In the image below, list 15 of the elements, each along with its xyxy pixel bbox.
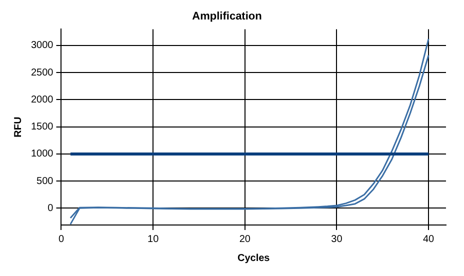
y-tick-label: 1500	[30, 122, 54, 133]
y-tick-label: 2500	[30, 67, 54, 78]
y-axis-title: RFU	[12, 116, 24, 138]
y-tick-label: 500	[36, 176, 54, 187]
x-tick-label: 10	[148, 234, 160, 245]
y-tick-label: 2000	[30, 94, 54, 106]
x-axis-title: Cycles	[238, 252, 270, 264]
y-tick-label: 0	[48, 202, 54, 214]
x-tick-label: 40	[422, 234, 435, 245]
chart-title: Amplification	[192, 10, 262, 23]
x-tick-label: 20	[239, 234, 251, 245]
y-tick-label: 1000	[30, 148, 54, 160]
x-tick-label: 30	[331, 234, 343, 245]
x-tick-label: 0	[58, 234, 64, 245]
y-tick-label: 3000	[30, 40, 54, 52]
